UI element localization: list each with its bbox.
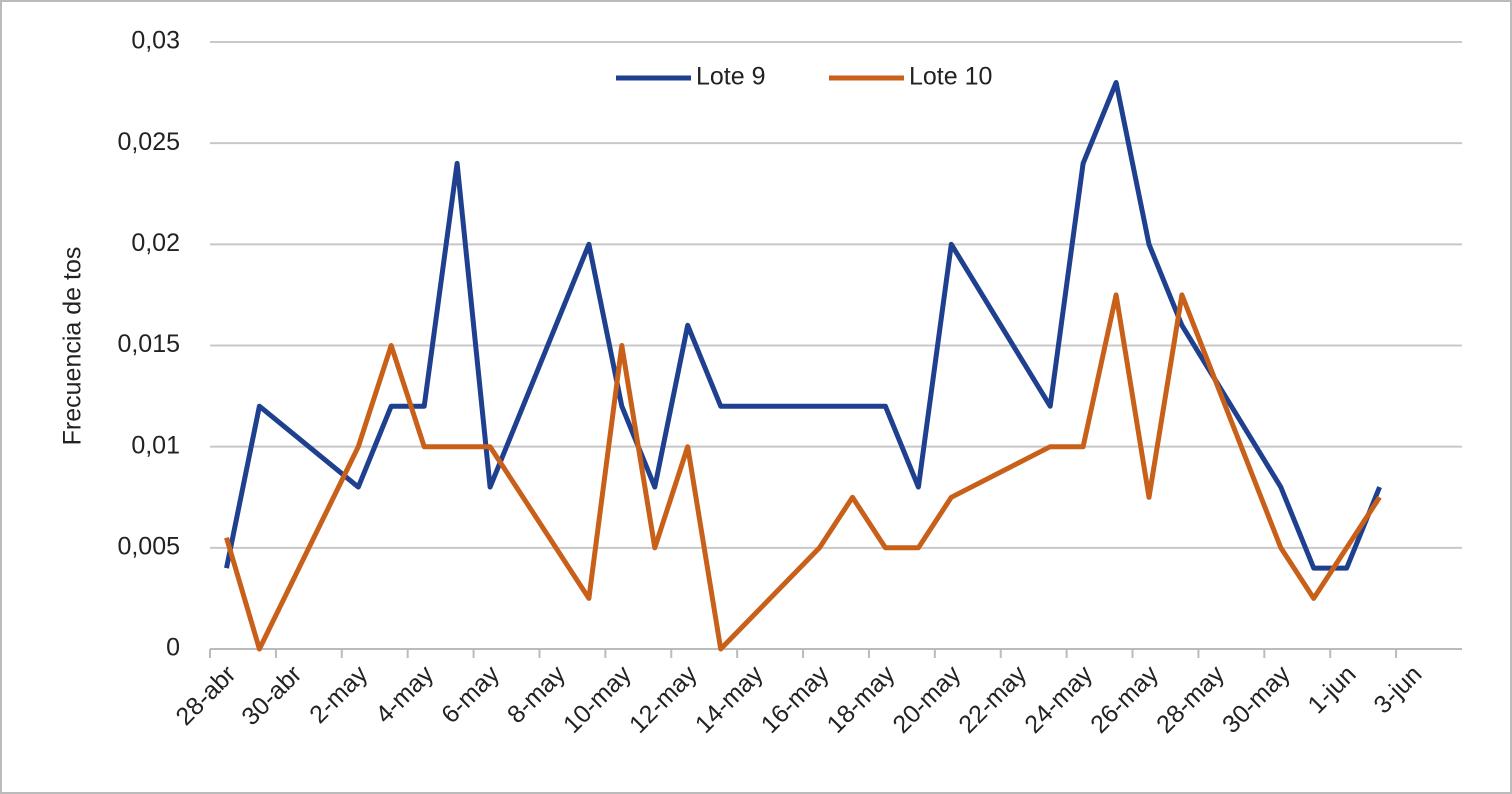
y-tick-label: 0,015 (117, 330, 180, 358)
legend-label: Lote 10 (909, 63, 992, 91)
y-tick-label: 0,005 (117, 532, 180, 560)
y-tick-label: 0 (166, 634, 180, 662)
y-tick-label: 0,025 (117, 128, 180, 156)
y-tick-label: 0,02 (131, 229, 180, 257)
y-axis-label: Frecuencia de tos (59, 247, 87, 446)
line (224, 292, 1382, 652)
line (224, 80, 1382, 571)
legend-label: Lote 9 (696, 63, 766, 91)
y-tick-label: 0,01 (131, 431, 180, 459)
y-tick-label: 0,03 (131, 27, 180, 55)
